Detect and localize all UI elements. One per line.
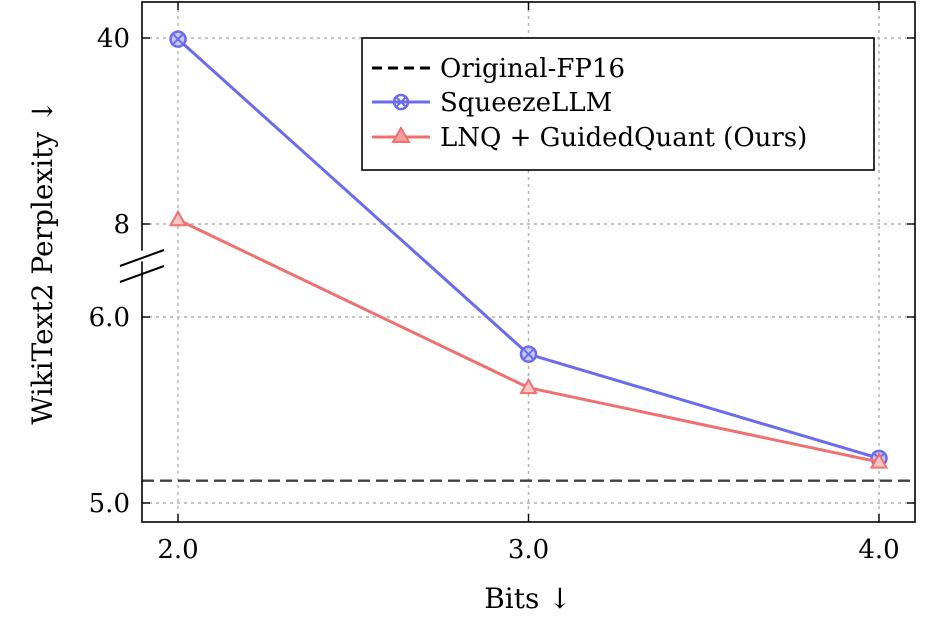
grid — [142, 2, 915, 522]
x-ticks: 2.0 3.0 4.0 — [157, 2, 900, 565]
x-tick-label: 4.0 — [858, 535, 899, 565]
y-tick-label: 40 — [97, 24, 130, 54]
x-tick-label: 3.0 — [508, 535, 549, 565]
y-axis-title: WikiText2 Perplexity ↓ — [26, 99, 59, 424]
legend-marker-squeezellm — [392, 93, 410, 111]
y-tick-label: 6.0 — [89, 303, 130, 333]
series-layer — [168, 30, 889, 469]
y-ticks: 5.0 6.0 8 40 — [89, 24, 915, 519]
data-point-lnq-guidedquant-ours — [519, 377, 538, 395]
x-tick-label: 2.0 — [157, 535, 198, 565]
data-point-squeezellm — [169, 30, 187, 48]
data-point-lnq-guidedquant-ours — [869, 452, 889, 469]
legend-label-squeezellm: SqueezeLLM — [440, 88, 612, 118]
data-point-lnq-guidedquant-ours — [168, 209, 188, 227]
x-axis-title: Bits ↓ — [484, 582, 572, 615]
point-cross — [171, 33, 185, 46]
legend-label-lnq-guidedquant: LNQ + GuidedQuant (Ours) — [440, 123, 807, 153]
y-tick-label: 8 — [113, 210, 130, 240]
data-point-squeezellm — [519, 345, 538, 363]
y-tick-label: 5.0 — [89, 489, 130, 519]
legend-box — [361, 37, 875, 171]
legend-label-original-fp16: Original-FP16 — [440, 54, 625, 84]
point-cross — [522, 348, 535, 361]
legend: Original-FP16 SqueezeLLM LNQ + GuidedQua… — [361, 37, 875, 171]
legend-marker-lnq-guidedquant — [391, 125, 411, 143]
y-axis-break-mark — [118, 243, 166, 283]
